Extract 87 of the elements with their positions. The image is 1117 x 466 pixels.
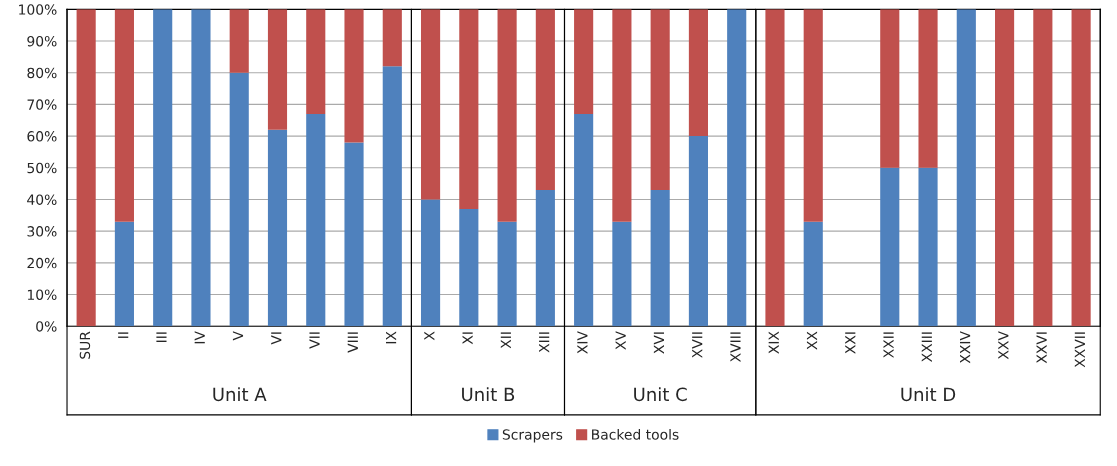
bar <box>880 9 900 168</box>
y-tick-label: 30% <box>27 226 57 237</box>
bar <box>344 142 364 327</box>
bar <box>382 66 402 327</box>
x-tick-label: VI <box>271 332 282 345</box>
x-tick-label: SUR <box>79 331 91 359</box>
x-tick-label: XIV <box>577 331 588 354</box>
bar <box>459 208 479 327</box>
text: Unit C <box>634 387 687 402</box>
bar <box>306 113 326 327</box>
bar <box>344 9 364 143</box>
y-tick-label: 90% <box>27 35 57 47</box>
y-tick-label: 40% <box>27 194 57 205</box>
legend-label: Scrapers <box>502 429 563 443</box>
bar <box>153 9 173 327</box>
bar <box>535 9 555 190</box>
y-tick-label: 80% <box>27 67 57 79</box>
bar <box>995 9 1015 327</box>
y-tick-label: 50% <box>27 162 57 174</box>
bar <box>114 221 134 327</box>
bar <box>612 221 632 327</box>
x-tick-label: V <box>232 331 244 341</box>
bar <box>803 9 823 222</box>
bar <box>1071 9 1091 327</box>
bar <box>421 199 441 327</box>
bar <box>650 189 670 327</box>
bar <box>76 9 96 327</box>
bar <box>650 9 670 190</box>
bar <box>612 9 632 222</box>
y-tick-label: 0% <box>36 321 57 332</box>
x-tick-label: XIX <box>768 331 779 354</box>
x-tick-label: XI <box>462 332 473 345</box>
bar <box>535 189 555 327</box>
bar <box>918 167 938 327</box>
y-tick-label: 60% <box>27 131 57 142</box>
x-tick-label: XX <box>806 331 818 350</box>
x-tick-label: II <box>118 332 129 338</box>
x-tick-label: XXV <box>998 331 1009 360</box>
bar <box>267 9 288 130</box>
x-tick-label: XIII <box>539 332 550 353</box>
bar <box>688 9 708 137</box>
bar <box>421 9 441 200</box>
bar <box>114 9 134 222</box>
y-tick-label: 100% <box>19 4 57 15</box>
x-tick-label: XVI <box>653 332 664 354</box>
x-tick-label: XII <box>500 332 511 349</box>
bar <box>880 167 900 327</box>
bar <box>1033 9 1053 327</box>
bar <box>497 221 517 327</box>
x-tick-label: XVIII <box>730 332 741 362</box>
bar <box>306 9 326 114</box>
x-tick-label: XXVI <box>1036 332 1047 364</box>
x-tick-label: XXIV <box>960 331 971 364</box>
x-tick-label: III <box>156 332 167 342</box>
x-tick-label: XXI <box>845 332 856 354</box>
x-tick-label: XXII <box>883 332 894 358</box>
text: Unit D <box>901 387 956 402</box>
x-tick-label: VII <box>309 332 320 349</box>
bar <box>459 9 479 209</box>
bar <box>267 129 288 327</box>
bar <box>918 9 938 168</box>
legend-label: Backed tools <box>592 429 679 440</box>
x-tick-label: X <box>424 331 435 341</box>
y-tick-label: 20% <box>27 257 57 269</box>
bar <box>497 9 517 222</box>
x-tick-label: XVII <box>692 332 703 358</box>
x-tick-label: XXIII <box>921 332 932 362</box>
bar <box>956 9 976 327</box>
x-tick-label: XV <box>615 331 626 350</box>
y-tick-label: 70% <box>27 99 57 110</box>
bar <box>382 9 402 67</box>
text: Unit A <box>213 387 267 402</box>
bar <box>727 9 747 327</box>
bar <box>574 9 594 114</box>
bar <box>229 72 249 327</box>
bar <box>229 9 249 73</box>
y-tick-label: 10% <box>27 289 57 300</box>
text: Unit B <box>462 387 515 402</box>
bar <box>803 221 823 327</box>
x-tick-label: IX <box>386 331 397 344</box>
bar <box>688 136 708 327</box>
x-tick-label: XXVII <box>1074 332 1085 368</box>
x-tick-label: VIII <box>347 332 358 353</box>
bar <box>765 9 785 327</box>
x-tick-label: IV <box>194 331 205 344</box>
bar <box>191 9 211 327</box>
bar <box>574 113 594 327</box>
